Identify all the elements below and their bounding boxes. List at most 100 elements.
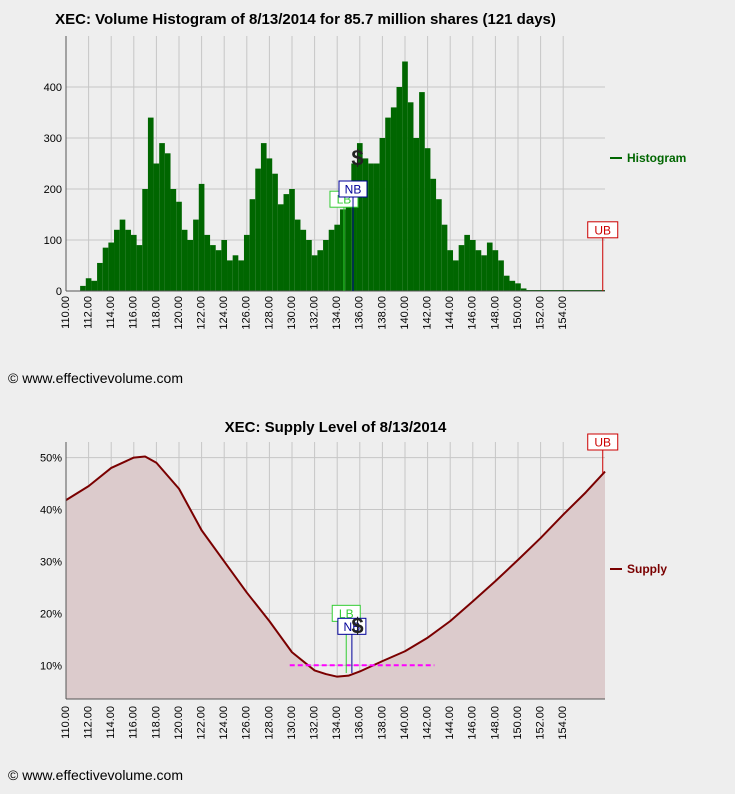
x-tick-label: 134.00 — [331, 296, 343, 330]
y-tick-label: 50% — [40, 453, 62, 465]
histogram-bar — [385, 117, 391, 291]
histogram-bar — [142, 189, 148, 291]
supply-line — [65, 455, 606, 678]
x-tick-label: 132.00 — [309, 296, 321, 330]
x-tick-label: 128.00 — [263, 706, 275, 740]
x-tick-label: 130.00 — [286, 706, 298, 740]
histogram-bar — [362, 158, 369, 291]
x-tick-label: 116.00 — [128, 296, 140, 329]
nb-marker-box — [338, 180, 368, 198]
x-tick-label: 142.00 — [421, 296, 433, 330]
histogram-bar — [469, 240, 476, 291]
histogram-bar — [300, 229, 307, 291]
x-tick-label: 146.00 — [467, 706, 479, 740]
histogram-bar — [306, 240, 312, 291]
histogram-bar — [97, 262, 103, 291]
x-tick-label: 126.00 — [241, 706, 253, 740]
histogram-bar — [215, 250, 222, 291]
x-tick-label: 142.00 — [421, 706, 433, 740]
histogram-bar — [351, 163, 357, 291]
lb-marker-label: LB — [339, 607, 354, 621]
x-tick-label: 152.00 — [534, 706, 546, 740]
histogram-bar — [114, 229, 120, 291]
histogram-bar — [159, 143, 165, 291]
x-tick-label: 118.00 — [150, 706, 162, 739]
histogram-bar — [481, 255, 487, 291]
x-tick-label: 138.00 — [376, 296, 388, 330]
histogram-bar — [390, 107, 397, 292]
histogram-bar — [187, 240, 194, 291]
histogram-bar — [80, 285, 86, 291]
histogram-bar — [221, 240, 228, 291]
histogram-bar — [210, 245, 216, 291]
y-tick-label: 30% — [40, 556, 62, 568]
chart-title: XEC: Supply Level of 8/13/2014 — [225, 419, 447, 436]
histogram-bar — [515, 283, 521, 291]
x-tick-label: 144.00 — [444, 706, 456, 740]
histogram-bar — [108, 242, 115, 291]
histogram-bar — [102, 247, 109, 291]
histogram-bar — [227, 260, 233, 291]
x-tick-label: 132.00 — [309, 706, 321, 740]
x-tick-label: 150.00 — [512, 706, 524, 740]
x-tick-label: 112.00 — [83, 296, 95, 329]
x-tick-label: 148.00 — [489, 706, 501, 740]
x-tick-label: 118.00 — [150, 296, 162, 329]
histogram-bar — [260, 143, 267, 291]
x-tick-label: 136.00 — [354, 296, 366, 330]
x-tick-label: 126.00 — [241, 296, 253, 330]
histogram-bar — [85, 278, 92, 291]
ub-marker-label: UB — [594, 436, 611, 450]
histogram-bar — [464, 234, 470, 291]
x-tick-label: 154.00 — [557, 296, 569, 330]
histogram-bar — [368, 163, 374, 291]
histogram-bar — [407, 102, 414, 291]
histogram-bar — [475, 250, 482, 291]
histogram-bar — [402, 61, 408, 291]
x-tick-label: 120.00 — [173, 296, 185, 330]
x-tick-label: 144.00 — [444, 296, 456, 330]
x-tick-label: 146.00 — [467, 296, 479, 330]
x-tick-label: 152.00 — [534, 296, 546, 330]
histogram-bar — [204, 234, 211, 291]
histogram-bar — [492, 250, 499, 291]
histogram-bar — [277, 204, 284, 291]
histogram-bar — [328, 229, 335, 291]
x-tick-label: 114.00 — [105, 706, 117, 739]
x-tick-label: 122.00 — [196, 706, 208, 740]
x-tick-label: 136.00 — [354, 706, 366, 740]
histogram-bar — [356, 143, 363, 291]
histogram-bar — [193, 219, 199, 291]
histogram-bar — [232, 255, 239, 291]
x-tick-label: 154.00 — [557, 706, 569, 740]
histogram-bar — [441, 224, 448, 291]
histogram-bar — [153, 163, 160, 291]
histogram-bar — [147, 117, 154, 291]
y-tick-label: 0 — [56, 286, 62, 298]
histogram-bar — [130, 234, 137, 291]
histogram-bar — [249, 199, 256, 291]
histogram-bar — [334, 224, 341, 291]
histogram-bar — [170, 189, 177, 291]
y-tick-label: 400 — [44, 82, 62, 94]
copyright-text: © www.effectivevolume.com — [8, 767, 183, 783]
histogram-bar — [436, 199, 442, 291]
x-tick-label: 124.00 — [218, 706, 230, 740]
histogram-bar — [198, 183, 205, 291]
x-tick-label: 122.00 — [196, 296, 208, 330]
y-tick-label: 10% — [40, 660, 62, 672]
histogram-bar — [396, 87, 403, 291]
x-tick-label: 128.00 — [263, 296, 275, 330]
histogram-bar — [419, 92, 425, 291]
histogram-bar — [340, 209, 346, 291]
x-tick-label: 124.00 — [218, 296, 230, 330]
histogram-bar — [486, 242, 493, 291]
y-tick-label: 100 — [44, 235, 62, 247]
histogram-bar — [498, 260, 504, 291]
histogram-bar — [317, 250, 324, 291]
histogram-bar — [345, 189, 352, 291]
x-tick-label: 150.00 — [512, 296, 524, 330]
histogram-bar — [373, 163, 380, 291]
